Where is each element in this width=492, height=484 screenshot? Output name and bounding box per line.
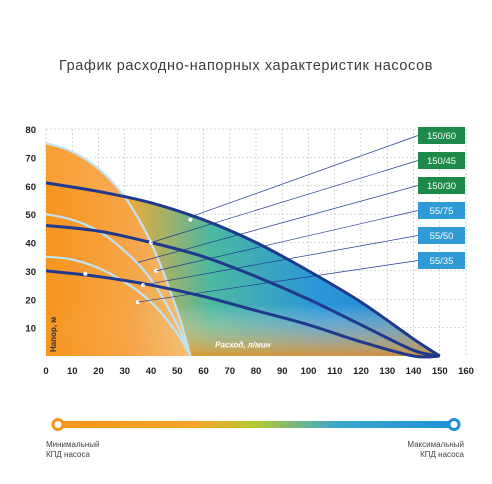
leader-line-55-50 [143, 235, 419, 286]
curve-150-60 [45, 181, 441, 358]
y-tick-label: 80 [25, 125, 36, 136]
y-tick-label: 50 [25, 210, 36, 221]
x-tick-label: 110 [327, 366, 342, 377]
legend-min-line1: Минимальный [46, 440, 100, 449]
model-badge-55-50 [418, 227, 465, 244]
legend-max-line1: Максимальный [407, 440, 464, 449]
model-label-150-45: 150/45 [427, 156, 456, 167]
legend-min-efficiency: Минимальный КПД насоса [46, 440, 99, 460]
leader-line-55-75 [156, 210, 419, 272]
model-label-150-30: 150/30 [427, 181, 456, 192]
efficiency-area [46, 143, 440, 356]
model-label-55-35: 55/35 [430, 256, 454, 267]
model-badge-55-75 [418, 202, 465, 219]
axis-ticks: 0 10 20 30 40 50 60 70 80 90 100 110 120 130 140 150 160… [25, 125, 474, 377]
x-tick-label: 140 [406, 366, 422, 377]
x-tick-label: 60 [198, 366, 209, 377]
curves [45, 142, 441, 359]
model-badge-55-35 [418, 252, 465, 269]
leader-line-150-60 [190, 135, 419, 218]
x-tick-label: 80 [251, 366, 262, 377]
max-efficiency-marker [447, 418, 461, 431]
leader-line-150-30 [137, 185, 419, 263]
model-labels: 150/60 150/45 150/30 55/75 55/50 55/35 [137, 127, 465, 303]
x-tick-label: 100 [301, 366, 317, 377]
x-tick-label: 150 [432, 366, 448, 377]
legend-min-line2: КПД насоса [46, 450, 90, 459]
y-tick-label: 30 [25, 267, 36, 278]
model-badge-150-30 [418, 177, 465, 194]
y-tick-label: 40 [25, 239, 36, 250]
model-label-55-50: 55/50 [430, 231, 454, 242]
curve-marker [188, 217, 193, 222]
small-pump-area [46, 143, 191, 356]
model-badge-150-60 [418, 127, 465, 144]
legend-max-line2: КПД насоса [420, 450, 464, 459]
legend-max-efficiency: Максимальный КПД насоса [364, 440, 464, 460]
curve-marker [83, 271, 88, 276]
x-tick-label: 70 [224, 366, 235, 377]
y-tick-label: 60 [25, 182, 36, 193]
y-tick-label: 20 [25, 295, 36, 306]
x-tick-label: 20 [93, 366, 104, 377]
model-label-55-75: 55/75 [430, 206, 454, 217]
efficiency-gradient-bar [54, 421, 457, 428]
x-tick-label: 90 [277, 366, 288, 377]
y-tick-label: 10 [25, 324, 36, 335]
x-tick-label: 0 [43, 366, 48, 377]
x-tick-label: 10 [67, 366, 78, 377]
model-badge-150-45 [418, 152, 465, 169]
x-tick-label: 40 [146, 366, 157, 377]
chart-title: График расходно-напорных характеристик н… [58, 58, 434, 74]
x-tick-label: 160 [458, 366, 474, 377]
model-label-150-60: 150/60 [427, 131, 456, 142]
x-tick-label: 130 [379, 366, 395, 377]
leader-line-55-35 [137, 260, 419, 303]
min-efficiency-marker [51, 418, 65, 431]
curve-55-35 [45, 255, 192, 357]
y-tick-label: 70 [25, 153, 36, 164]
x-tick-label: 30 [119, 366, 130, 377]
curve-150-45 [45, 223, 441, 358]
curve-150-30 [45, 269, 440, 359]
y-axis-label: Напор, м [49, 317, 58, 352]
curve-55-50 [45, 213, 192, 357]
x-tick-label: 120 [353, 366, 369, 377]
efficiency-legend-bar [51, 418, 461, 431]
x-tick-label: 50 [172, 366, 183, 377]
leader-line-150-45 [150, 160, 419, 243]
x-axis-label: Расход, л/мин [215, 340, 271, 349]
